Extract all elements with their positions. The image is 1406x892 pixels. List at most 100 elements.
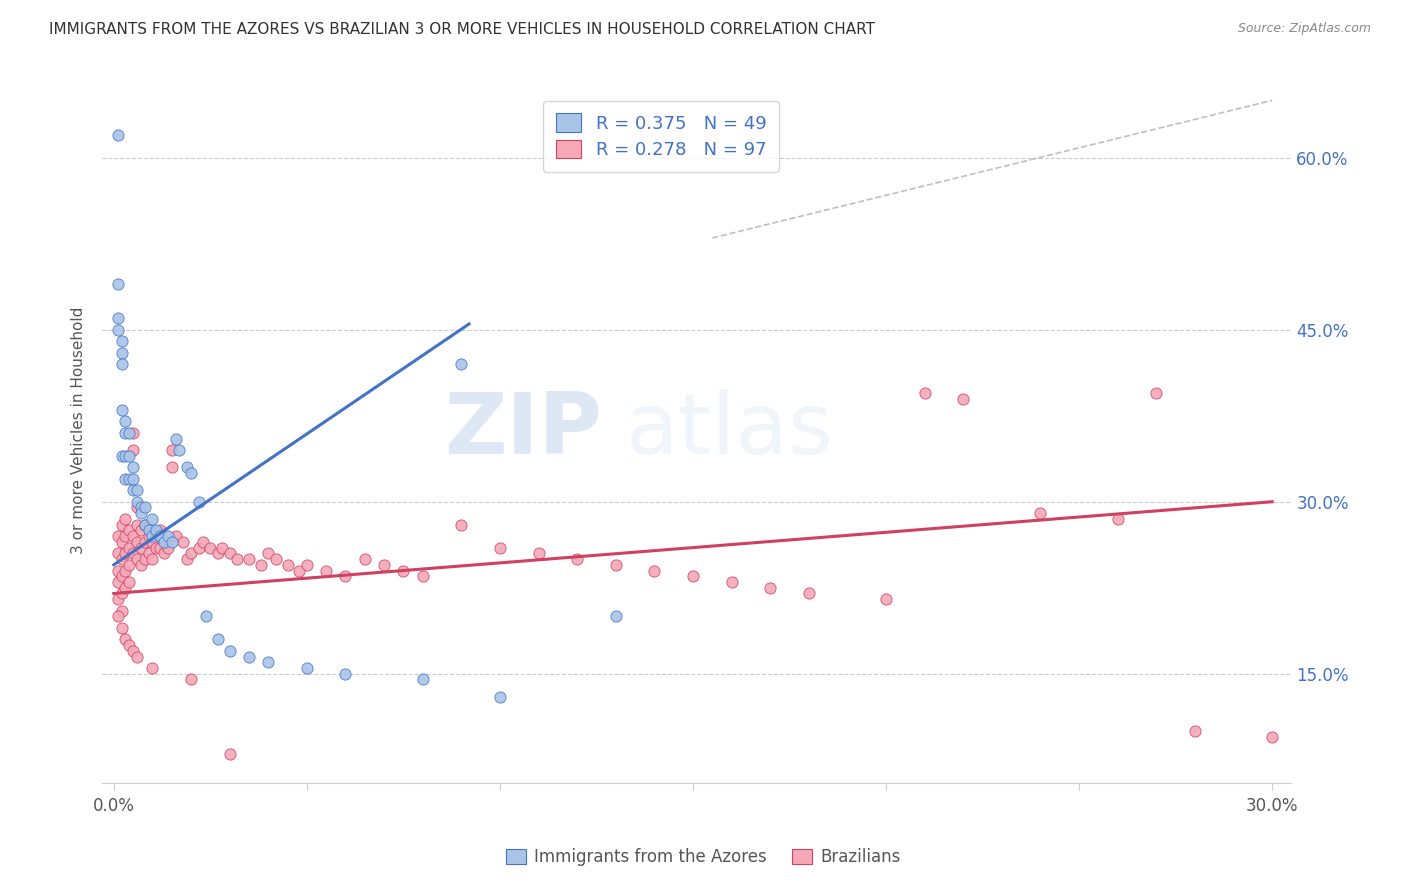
- Point: [110, 621, 132, 635]
- Point: [110, 449, 132, 463]
- Point: [138, 529, 160, 543]
- Legend: Immigrants from the Azores, Brazilians: Immigrants from the Azores, Brazilians: [499, 842, 907, 873]
- Point: [107, 574, 129, 589]
- Point: [141, 661, 163, 675]
- Point: [118, 574, 141, 589]
- Point: [914, 385, 936, 400]
- Point: [107, 529, 129, 543]
- Point: [134, 552, 156, 566]
- Point: [134, 500, 156, 515]
- Point: [759, 581, 782, 595]
- Point: [125, 534, 148, 549]
- Point: [145, 524, 167, 538]
- Point: [145, 541, 167, 555]
- Point: [110, 569, 132, 583]
- Point: [450, 517, 472, 532]
- Point: [489, 690, 512, 704]
- Point: [195, 609, 218, 624]
- Point: [141, 512, 163, 526]
- Point: [160, 460, 183, 475]
- Point: [176, 460, 198, 475]
- Point: [160, 534, 183, 549]
- Point: [875, 592, 897, 607]
- Point: [107, 277, 129, 291]
- Point: [797, 586, 820, 600]
- Point: [134, 517, 156, 532]
- Point: [153, 546, 176, 560]
- Point: [114, 581, 136, 595]
- Point: [134, 517, 156, 532]
- Point: [110, 334, 132, 348]
- Point: [1144, 385, 1167, 400]
- Point: [489, 541, 512, 555]
- Point: [165, 432, 187, 446]
- Point: [122, 529, 145, 543]
- Point: [107, 609, 129, 624]
- Text: ZIP: ZIP: [444, 389, 602, 472]
- Point: [125, 649, 148, 664]
- Point: [138, 546, 160, 560]
- Point: [122, 483, 145, 498]
- Point: [295, 558, 318, 572]
- Point: [149, 524, 172, 538]
- Point: [180, 466, 202, 480]
- Point: [392, 564, 415, 578]
- Point: [141, 529, 163, 543]
- Point: [450, 357, 472, 371]
- Point: [107, 592, 129, 607]
- Legend: R = 0.375   N = 49, R = 0.278   N = 97: R = 0.375 N = 49, R = 0.278 N = 97: [543, 101, 779, 172]
- Point: [114, 546, 136, 560]
- Text: Source: ZipAtlas.com: Source: ZipAtlas.com: [1237, 22, 1371, 36]
- Point: [257, 655, 280, 669]
- Point: [257, 546, 280, 560]
- Point: [180, 546, 202, 560]
- Point: [110, 517, 132, 532]
- Point: [129, 558, 152, 572]
- Point: [129, 506, 152, 520]
- Point: [643, 564, 665, 578]
- Point: [249, 558, 271, 572]
- Point: [118, 541, 141, 555]
- Point: [1299, 735, 1322, 749]
- Point: [187, 494, 209, 508]
- Y-axis label: 3 or more Vehicles in Household: 3 or more Vehicles in Household: [72, 306, 86, 554]
- Point: [335, 569, 357, 583]
- Text: atlas: atlas: [626, 389, 834, 472]
- Point: [1261, 730, 1284, 744]
- Point: [122, 546, 145, 560]
- Point: [373, 558, 395, 572]
- Point: [187, 541, 209, 555]
- Point: [200, 541, 222, 555]
- Point: [160, 443, 183, 458]
- Point: [110, 345, 132, 359]
- Point: [172, 534, 194, 549]
- Point: [107, 564, 129, 578]
- Point: [226, 552, 249, 566]
- Point: [107, 311, 129, 326]
- Point: [412, 673, 434, 687]
- Point: [118, 558, 141, 572]
- Point: [238, 552, 260, 566]
- Point: [129, 500, 152, 515]
- Point: [125, 517, 148, 532]
- Point: [118, 425, 141, 440]
- Point: [156, 529, 179, 543]
- Point: [720, 574, 742, 589]
- Point: [125, 500, 148, 515]
- Point: [295, 661, 318, 675]
- Point: [107, 128, 129, 142]
- Point: [288, 564, 311, 578]
- Point: [107, 546, 129, 560]
- Point: [149, 541, 172, 555]
- Point: [110, 586, 132, 600]
- Point: [122, 472, 145, 486]
- Point: [156, 541, 179, 555]
- Point: [264, 552, 287, 566]
- Point: [218, 747, 240, 761]
- Point: [141, 552, 163, 566]
- Text: IMMIGRANTS FROM THE AZORES VS BRAZILIAN 3 OR MORE VEHICLES IN HOUSEHOLD CORRELAT: IMMIGRANTS FROM THE AZORES VS BRAZILIAN …: [49, 22, 875, 37]
- Point: [153, 534, 176, 549]
- Point: [125, 552, 148, 566]
- Point: [207, 546, 229, 560]
- Point: [218, 546, 240, 560]
